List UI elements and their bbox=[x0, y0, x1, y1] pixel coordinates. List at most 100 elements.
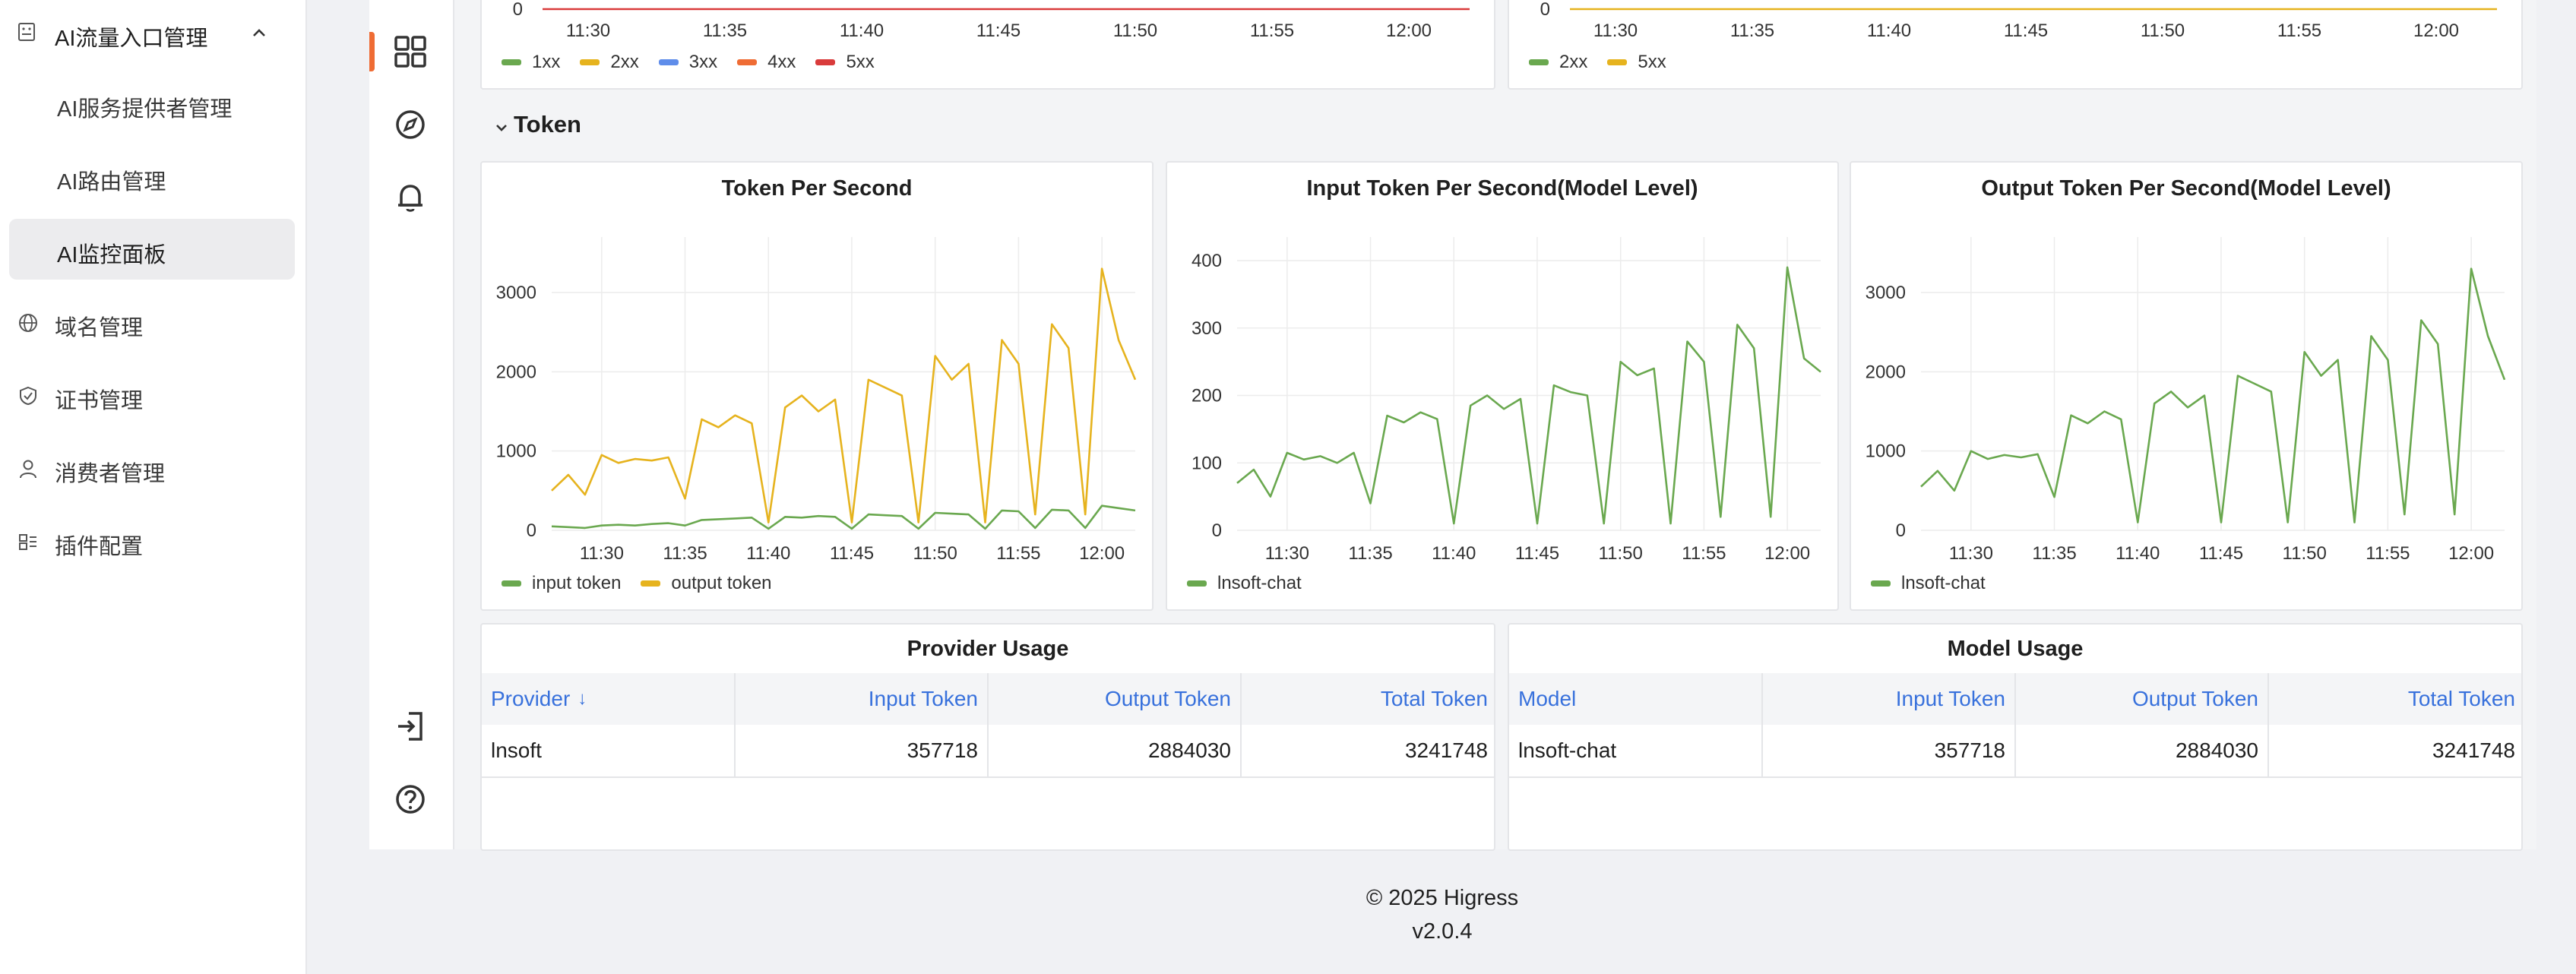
x-tick-label: 11:35 bbox=[2032, 543, 2076, 564]
token-per-second-chart: 11:30 11:35 11:40 11:45 11:50 11:55 12:00 0 1000… bbox=[496, 237, 1137, 564]
legend-swatch bbox=[580, 59, 600, 65]
sign-in-icon[interactable] bbox=[391, 707, 430, 746]
series-line-input-token bbox=[551, 504, 1136, 530]
legend-item[interactable]: input token bbox=[502, 573, 621, 594]
legend-label: lnsoft-chat bbox=[1901, 573, 1986, 593]
legend-item[interactable]: 5xx bbox=[815, 52, 875, 73]
legend-item[interactable]: lnsoft-chat bbox=[1871, 573, 1986, 594]
table-cell: 3241748 bbox=[1242, 725, 1494, 778]
column-header-model[interactable]: Model bbox=[1509, 673, 1763, 725]
sidebar-item-ai-routes[interactable]: AI路由管理 bbox=[9, 146, 295, 207]
x-tick-label: 11:40 bbox=[746, 543, 790, 564]
x-tick-label: 12:00 bbox=[1079, 543, 1125, 564]
column-header-input-token[interactable]: Input Token bbox=[1763, 673, 2016, 725]
y-tick-label: 2000 bbox=[1866, 362, 1906, 382]
legend-item[interactable]: lnsoft-chat bbox=[1187, 573, 1302, 594]
x-tick-label: 11:55 bbox=[2366, 543, 2410, 564]
x-tick-label: 11:30 bbox=[580, 543, 624, 564]
x-tick-label: 11:50 bbox=[1599, 543, 1643, 564]
y-tick-label: 100 bbox=[1191, 453, 1222, 473]
y-tick-label: 1000 bbox=[496, 441, 536, 462]
legend-swatch bbox=[502, 59, 521, 65]
column-header-total-token[interactable]: Total Token bbox=[2269, 673, 2521, 725]
column-header-total-token[interactable]: Total Token bbox=[1242, 673, 1494, 725]
x-tick-label: 12:00 bbox=[1764, 543, 1810, 564]
output-token-model-panel: Output Token Per Second(Model Level) 11:… bbox=[1850, 161, 2523, 611]
dashboard-grid-icon[interactable] bbox=[391, 32, 430, 71]
x-tick-label: 11:40 bbox=[1432, 543, 1476, 564]
legend-label: 3xx bbox=[688, 52, 718, 72]
x-tick-label: 11:45 bbox=[1515, 543, 1559, 564]
sidebar-item-domains[interactable]: 域名管理 bbox=[0, 292, 307, 353]
provider-usage-panel: Provider Usage Provider ↓ Input Token Ou… bbox=[480, 623, 1495, 851]
sidebar-item-label: AI监控面板 bbox=[57, 243, 166, 267]
panel-title: Provider Usage bbox=[907, 637, 1069, 661]
x-tick-label: 12:00 bbox=[2448, 543, 2494, 564]
row-title-token[interactable]: Token bbox=[514, 111, 581, 138]
sidebar-item-plugins[interactable]: 插件配置 bbox=[0, 511, 307, 571]
column-header-provider[interactable]: Provider ↓ bbox=[482, 673, 736, 725]
legend-item[interactable]: output token bbox=[641, 573, 772, 594]
legend-label: 4xx bbox=[767, 52, 796, 72]
sidebar-item-ai-providers[interactable]: AI服务提供者管理 bbox=[9, 73, 295, 134]
legend-label: 1xx bbox=[532, 52, 561, 72]
chart-legend: input token output token bbox=[502, 573, 792, 594]
y-tick-label: 0 bbox=[527, 520, 536, 541]
sidebar-item-consumers[interactable]: 消费者管理 bbox=[0, 438, 307, 498]
dashboard-icon-rail bbox=[369, 0, 454, 849]
x-tick-label: 11:40 bbox=[2116, 543, 2160, 564]
status-code-chart: 0 11:30 11:35 11:40 11:45 11:50 11:55 12:00 bbox=[513, 0, 1470, 41]
status-code-chart-panel: 0 11:30 11:35 11:40 11:45 11:50 11:55 12:00 1xx… bbox=[480, 0, 1495, 90]
x-tick-label: 11:30 bbox=[1593, 21, 1638, 41]
compass-icon[interactable] bbox=[391, 105, 430, 144]
table-cell: lnsoft bbox=[482, 725, 736, 778]
column-header-output-token[interactable]: Output Token bbox=[2016, 673, 2269, 725]
status-code-chart-panel-2: 0 11:30 11:35 11:40 11:45 11:50 11:55 12:00 2xx… bbox=[1508, 0, 2523, 90]
y-tick-label: 200 bbox=[1191, 386, 1222, 406]
globe-icon bbox=[19, 314, 37, 332]
sidebar-item-label: 消费者管理 bbox=[55, 462, 166, 486]
legend-swatch bbox=[737, 59, 758, 65]
help-icon[interactable] bbox=[391, 780, 430, 819]
legend-swatch bbox=[641, 580, 661, 587]
x-tick-label: 11:50 bbox=[2283, 543, 2327, 564]
legend-label: 5xx bbox=[1638, 52, 1666, 72]
legend-label: output token bbox=[671, 573, 772, 593]
legend-swatch bbox=[1187, 580, 1207, 587]
plugin-icon bbox=[19, 534, 36, 550]
nav-group-ai-gateway[interactable]: AI流量入口管理 bbox=[0, 6, 307, 55]
x-tick-label: 11:40 bbox=[840, 21, 884, 41]
legend-label: 2xx bbox=[1559, 52, 1588, 72]
legend-item[interactable]: 4xx bbox=[737, 52, 796, 73]
legend-item[interactable]: 1xx bbox=[502, 52, 560, 73]
chevron-down-icon[interactable] bbox=[494, 120, 509, 135]
table-cell: 357718 bbox=[736, 725, 989, 778]
x-tick-label: 11:30 bbox=[1265, 543, 1309, 564]
sidebar-item-label: AI路由管理 bbox=[57, 170, 166, 194]
legend-label: 5xx bbox=[846, 52, 875, 72]
y-tick-label: 2000 bbox=[496, 362, 536, 382]
y-tick-label: 0 bbox=[513, 0, 523, 20]
column-header-input-token[interactable]: Input Token bbox=[736, 673, 989, 725]
panel-title: Input Token Per Second(Model Level) bbox=[1306, 176, 1698, 201]
sidebar-item-certificates[interactable]: 证书管理 bbox=[0, 365, 307, 425]
legend-swatch bbox=[658, 59, 679, 65]
sort-descending-icon[interactable]: ↓ bbox=[578, 688, 587, 709]
column-header-output-token[interactable]: Output Token bbox=[989, 673, 1242, 725]
sidebar-item-label: AI服务提供者管理 bbox=[57, 97, 233, 122]
x-tick-label: 11:45 bbox=[976, 21, 1021, 41]
sidebar-item-ai-dashboard[interactable]: AI监控面板 bbox=[9, 219, 295, 280]
legend-item[interactable]: 2xx bbox=[580, 52, 639, 73]
active-indicator bbox=[369, 32, 375, 71]
x-tick-label: 11:40 bbox=[1867, 21, 1911, 41]
chevron-up-icon[interactable] bbox=[251, 24, 267, 41]
legend-item[interactable]: 2xx bbox=[1529, 52, 1587, 73]
y-tick-label: 300 bbox=[1191, 318, 1222, 339]
bell-icon[interactable] bbox=[391, 178, 430, 217]
legend-item[interactable]: 5xx bbox=[1607, 52, 1666, 73]
legend-item[interactable]: 3xx bbox=[658, 52, 718, 73]
y-tick-label: 0 bbox=[1540, 0, 1550, 20]
panel-title: Model Usage bbox=[1947, 637, 2084, 661]
shield-check-icon bbox=[20, 386, 36, 406]
table-cell: 357718 bbox=[1763, 725, 2016, 778]
